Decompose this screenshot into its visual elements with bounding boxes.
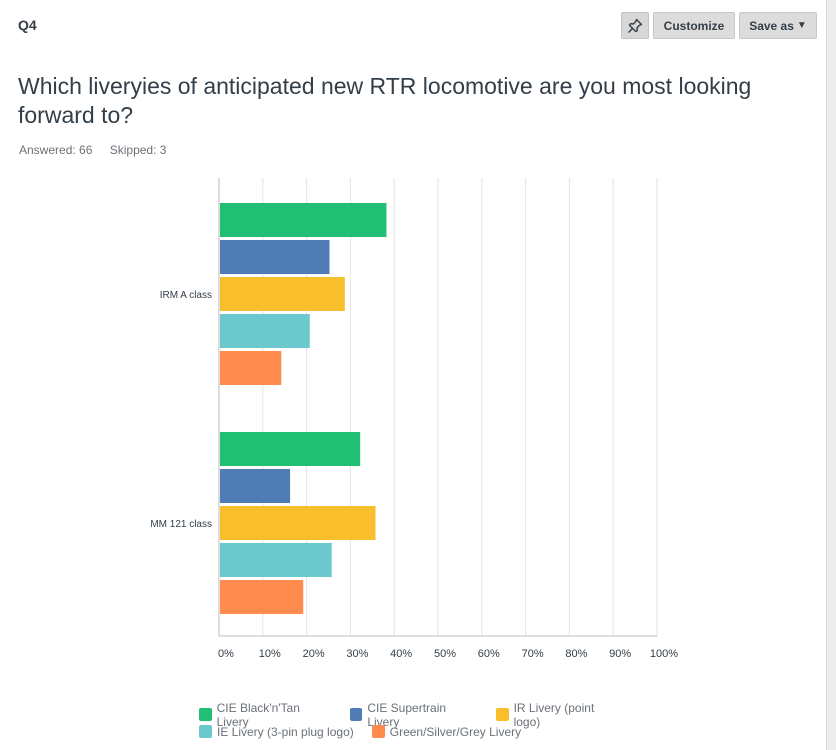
bar[interactable] — [220, 506, 376, 540]
legend-item[interactable]: CIE Black'n'Tan Livery — [199, 701, 332, 729]
pin-icon — [628, 18, 643, 33]
answered-count: Answered: 66 — [19, 143, 93, 157]
legend-label: IE Livery (3-pin plug logo) — [217, 724, 354, 739]
customize-label: Customize — [663, 18, 725, 33]
x-tick-label: 80% — [565, 648, 587, 660]
x-tick-label: 60% — [478, 648, 500, 660]
question-number: Q4 — [18, 17, 37, 33]
legend-label: CIE Black'n'Tan Livery — [216, 700, 300, 729]
question-title: Which liveryies of anticipated new RTR l… — [18, 73, 752, 128]
bar[interactable] — [220, 277, 345, 311]
category-label: IRM A class — [160, 290, 212, 301]
bar[interactable] — [220, 314, 310, 348]
x-tick-label: 70% — [522, 648, 544, 660]
x-tick-label: 20% — [303, 648, 325, 660]
legend-label: Green/Silver/Grey Livery — [389, 724, 522, 739]
x-tick-label: 0% — [218, 648, 234, 660]
bar[interactable] — [220, 203, 387, 237]
legend-item[interactable]: Green/Silver/Grey Livery — [371, 724, 522, 739]
bar[interactable] — [220, 469, 291, 503]
legend-swatch — [495, 708, 509, 721]
response-stats: Answered: 66 Skipped: 3 — [19, 143, 180, 157]
legend-swatch — [199, 725, 212, 738]
category-label: MM 121 class — [150, 519, 212, 530]
x-tick-label: 50% — [434, 648, 456, 660]
bar[interactable] — [220, 432, 361, 466]
customize-button[interactable]: Customize — [653, 12, 735, 39]
chart-legend: CIE Black'n'Tan Livery CIE Supertrain Liv… — [199, 701, 639, 740]
save-as-label: Save as — [749, 18, 794, 33]
legend-item[interactable]: IR Livery (point logo) — [495, 700, 621, 729]
x-tick-label: 30% — [346, 648, 368, 660]
bar[interactable] — [220, 543, 332, 577]
x-tick-label: 10% — [259, 648, 281, 660]
legend-swatch — [349, 708, 363, 721]
legend-row: IE Livery (3-pin plug logo) Green/Silver/… — [199, 723, 639, 740]
caret-down-icon: ▼ — [796, 20, 807, 31]
legend-swatch — [199, 708, 212, 721]
save-as-button[interactable]: Save as ▼ — [739, 12, 817, 39]
legend-item[interactable]: IE Livery (3-pin plug logo) — [199, 725, 354, 739]
legend-swatch — [371, 725, 385, 738]
skipped-count: Skipped: 3 — [109, 143, 167, 157]
bar[interactable] — [220, 351, 282, 385]
x-tick-label: 100% — [650, 648, 678, 660]
legend-row: CIE Black'n'Tan Livery CIE Supertrain Liv… — [199, 701, 639, 729]
pin-button[interactable] — [621, 12, 649, 39]
bar[interactable] — [220, 580, 304, 614]
bar[interactable] — [220, 240, 330, 274]
bar-chart: 0% 10% 20% 30% 40% 50% 60% 70% 80% 90% 100% IRM A c… — [150, 178, 678, 660]
x-tick-label: 90% — [609, 648, 631, 660]
legend-label: IR Livery (point logo) — [513, 700, 595, 729]
x-tick-label: 40% — [390, 648, 412, 660]
